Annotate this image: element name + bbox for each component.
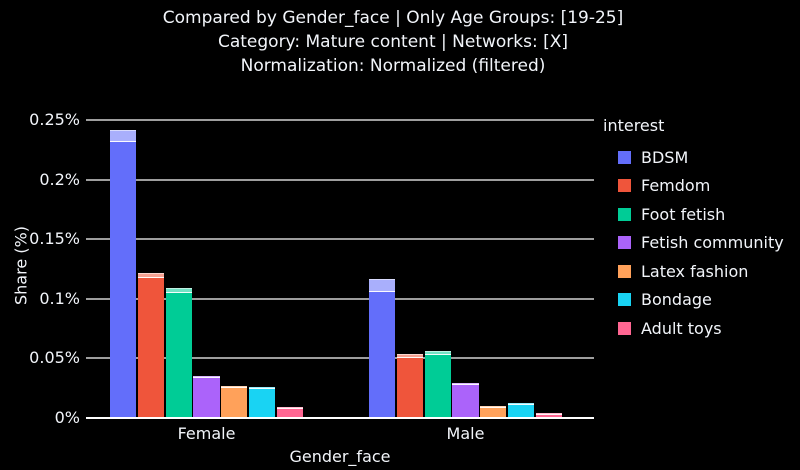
legend-swatch-icon xyxy=(618,179,631,193)
bar-bdsm-male[interactable] xyxy=(369,279,396,418)
legend-item-bondage[interactable]: Bondage xyxy=(603,286,784,315)
legend-swatch-icon xyxy=(618,321,631,335)
chart-title-line-3: Normalization: Normalized (filtered) xyxy=(240,56,546,76)
legend-label: Latex fashion xyxy=(641,261,749,281)
legend-item-bdsm[interactable]: BDSM xyxy=(603,143,784,172)
y-tick-label: 0.15% xyxy=(29,229,80,249)
legend-item-foot-fetish[interactable]: Foot fetish xyxy=(603,200,784,229)
bar-latex-fashion-female[interactable] xyxy=(221,386,248,418)
bar-overlay-cap xyxy=(165,288,192,293)
x-tick-label-female: Female xyxy=(177,424,236,443)
bar-overlay-cap xyxy=(480,406,507,408)
bar-overlay-cap xyxy=(452,383,479,385)
bar-fetish-community-female[interactable] xyxy=(193,376,220,418)
bar-overlay-cap xyxy=(137,273,165,278)
legend-label: Femdom xyxy=(641,176,711,196)
gridline xyxy=(86,238,594,241)
bar-bdsm-female[interactable] xyxy=(110,130,137,418)
gridline xyxy=(86,119,594,121)
bar-adult-toys-female[interactable] xyxy=(276,407,303,418)
legend-label: Foot fetish xyxy=(641,204,726,224)
gridline xyxy=(86,178,594,181)
bar-overlay-cap xyxy=(396,354,424,358)
bar-foot-fetish-female[interactable] xyxy=(165,288,192,418)
y-tick-label: 0.05% xyxy=(29,348,80,368)
y-tick-label: 0.25% xyxy=(29,110,80,129)
legend-items: BDSM Femdom Foot fetish Fetish community Lat… xyxy=(603,143,784,343)
bar-foot-fetish-male[interactable] xyxy=(424,351,451,418)
bar-overlay-cap xyxy=(248,387,276,389)
legend-swatch-icon xyxy=(618,236,631,250)
bar-fetish-community-male[interactable] xyxy=(452,383,479,418)
bar-overlay-cap xyxy=(535,413,562,415)
legend-label: Bondage xyxy=(641,290,712,310)
legend-item-adult-toys[interactable]: Adult toys xyxy=(603,314,784,343)
bar-overlay-cap xyxy=(110,130,137,142)
bar-overlay-cap xyxy=(369,279,396,292)
chart-title-line-2: Category: Mature content | Networks: [X] xyxy=(217,32,569,52)
legend-swatch-icon xyxy=(618,293,631,307)
legend-swatch-icon xyxy=(618,264,631,278)
legend-item-fetish-community[interactable]: Fetish community xyxy=(603,229,784,258)
bar-overlay-cap xyxy=(221,386,248,388)
legend-title: interest xyxy=(603,116,665,135)
bar-adult-toys-male[interactable] xyxy=(535,413,562,418)
y-tick-label: 0.2% xyxy=(39,169,80,189)
legend-item-latex-fashion[interactable]: Latex fashion xyxy=(603,257,784,286)
legend: interest BDSM Femdom Foot fetish Fetish com… xyxy=(603,116,784,343)
bar-overlay-cap xyxy=(276,407,303,409)
bar-bondage-female[interactable] xyxy=(248,387,276,418)
bar-femdom-male[interactable] xyxy=(396,354,424,418)
bar-femdom-female[interactable] xyxy=(137,273,165,418)
legend-label: Adult toys xyxy=(641,318,722,338)
bar-bondage-male[interactable] xyxy=(507,403,535,418)
legend-label: BDSM xyxy=(641,147,689,167)
x-tick-label-male: Male xyxy=(446,424,485,443)
gridline xyxy=(86,357,594,360)
legend-swatch-icon xyxy=(618,150,631,164)
gridline xyxy=(86,297,594,300)
legend-item-femdom[interactable]: Femdom xyxy=(603,172,784,201)
x-axis-title: Gender_face xyxy=(289,447,391,466)
y-tick-label: 0% xyxy=(54,408,80,427)
legend-swatch-icon xyxy=(618,207,631,221)
y-tick-label: 0.1% xyxy=(39,288,80,308)
bar-overlay-cap xyxy=(507,403,535,405)
bar-overlay-cap xyxy=(424,351,451,355)
legend-label: Fetish community xyxy=(641,233,784,253)
x-axis-line xyxy=(86,417,594,419)
chart-title: Compared by Gender_face | Only Age Group… xyxy=(0,6,786,78)
bar-overlay-cap xyxy=(193,376,220,378)
bar-latex-fashion-male[interactable] xyxy=(480,406,507,418)
chart-title-line-1: Compared by Gender_face | Only Age Group… xyxy=(162,8,624,28)
